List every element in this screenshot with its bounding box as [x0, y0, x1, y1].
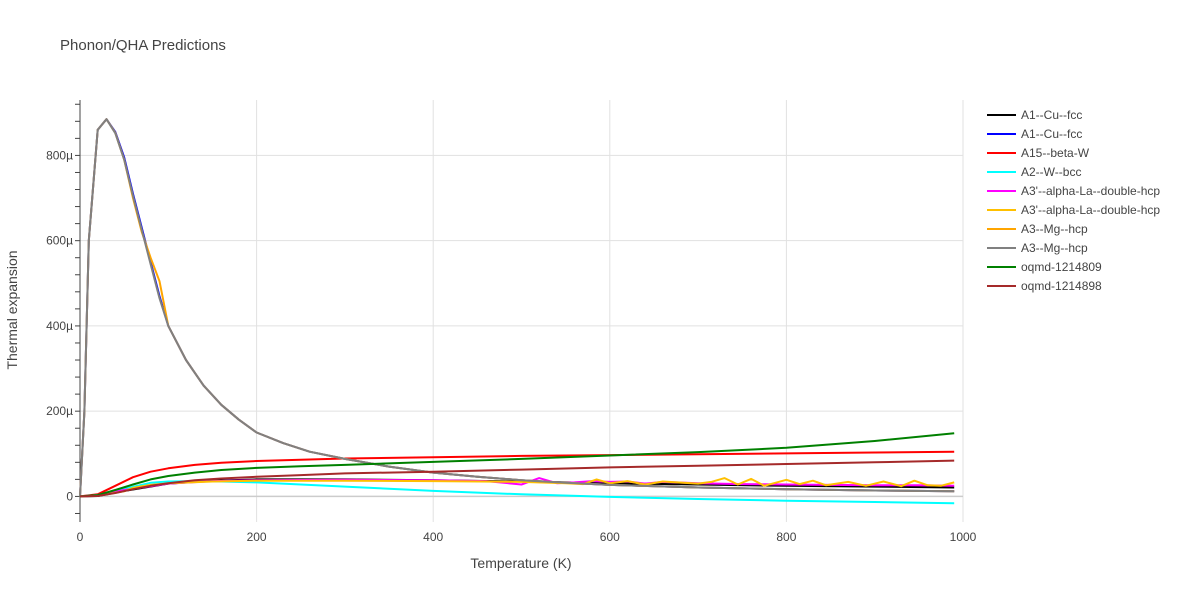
chart-title: Phonon/QHA Predictions [60, 37, 226, 54]
legend-label: A3'--alpha-La--double-hcp [1021, 184, 1160, 198]
x-tick-label: 200 [247, 530, 267, 544]
y-axis-title: Thermal expansion [4, 250, 20, 369]
y-tick-label: 600µ [46, 234, 73, 248]
legend-label: A2--W--bcc [1021, 165, 1081, 179]
x-tick-label: 1000 [950, 530, 977, 544]
tick-labels: 0 200 400 600 800 1000 0 200µ 400µ 600µ 800µ [46, 148, 977, 544]
axes [75, 100, 81, 522]
y-tick-label: 200µ [46, 404, 73, 418]
grid [80, 100, 964, 522]
legend-label: A15--beta-W [1021, 146, 1090, 160]
series-line [79, 118, 955, 497]
series-line [79, 118, 955, 497]
legend: A1--Cu--fcc A1--Cu--fcc A15--beta-W A2--W--… [987, 108, 1160, 293]
y-tick-label: 400µ [46, 319, 73, 333]
x-tick-label: 800 [776, 530, 796, 544]
series-lines [79, 118, 955, 505]
legend-label: oqmd-1214809 [1021, 260, 1102, 274]
series-line [79, 432, 955, 498]
y-tick-label: 800µ [46, 148, 73, 162]
x-tick-label: 600 [600, 530, 620, 544]
x-tick-label: 0 [77, 530, 84, 544]
series-line [79, 118, 955, 497]
y-tick-label: 0 [66, 489, 73, 503]
legend-label: A1--Cu--fcc [1021, 127, 1082, 141]
series-line [79, 480, 955, 505]
legend-label: A3--Mg--hcp [1021, 241, 1088, 255]
legend-label: A3--Mg--hcp [1021, 222, 1088, 236]
x-axis-title: Temperature (K) [470, 555, 571, 571]
legend-label: A1--Cu--fcc [1021, 108, 1082, 122]
x-tick-label: 400 [423, 530, 443, 544]
legend-label: A3'--alpha-La--double-hcp [1021, 203, 1160, 217]
series-line [79, 459, 955, 498]
series-line [79, 450, 955, 498]
legend-label: oqmd-1214898 [1021, 279, 1102, 293]
